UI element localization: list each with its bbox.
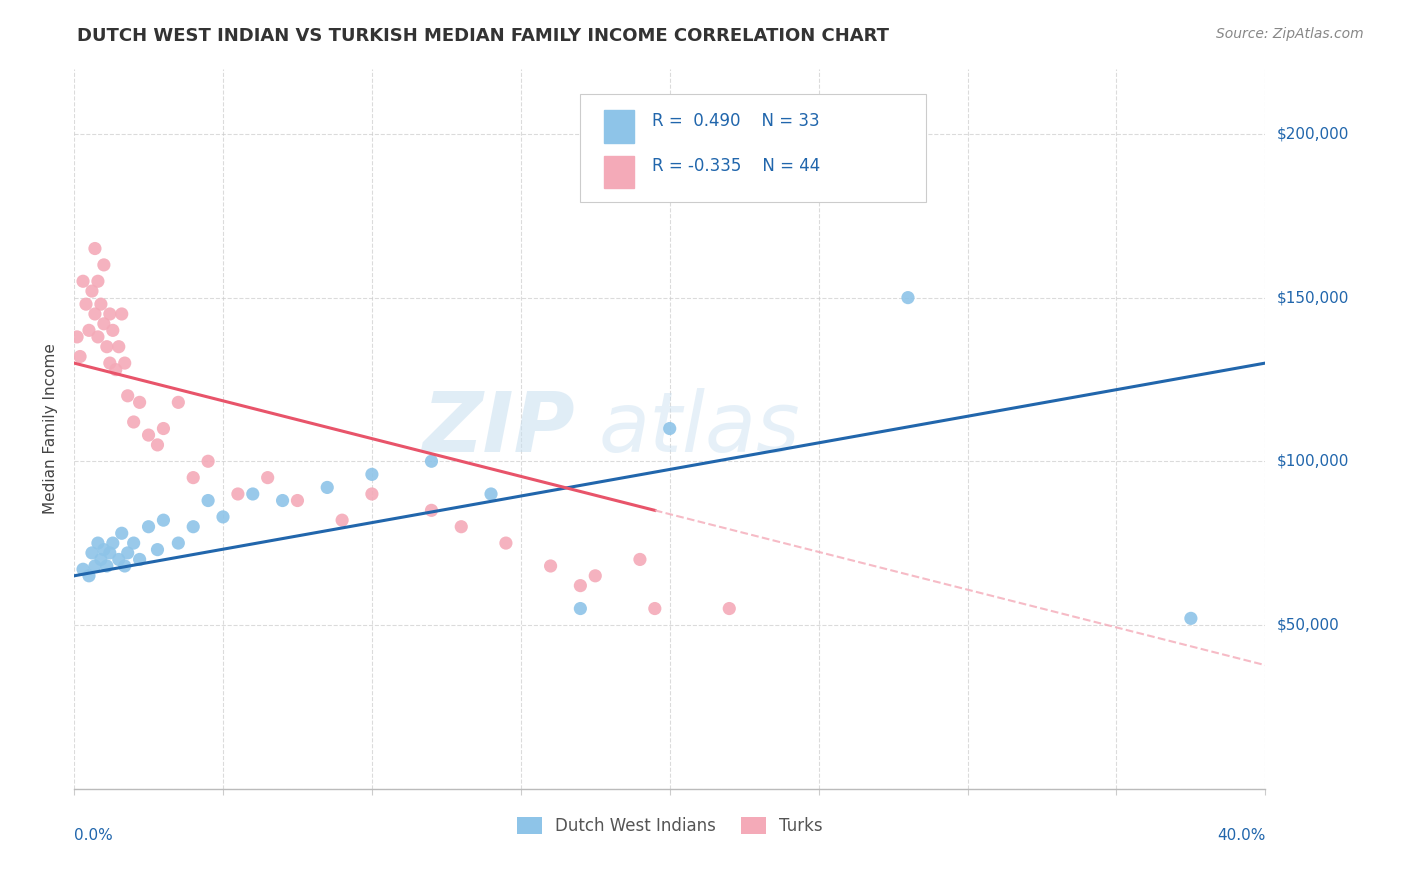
Text: 0.0%: 0.0% xyxy=(75,828,112,843)
Point xyxy=(77,323,100,337)
Point xyxy=(87,536,110,550)
Point xyxy=(107,552,129,566)
Point xyxy=(330,513,353,527)
Point xyxy=(90,297,112,311)
Text: atlas: atlas xyxy=(598,388,800,469)
Point xyxy=(93,317,115,331)
Point xyxy=(111,307,134,321)
Point xyxy=(80,284,103,298)
Point xyxy=(93,542,115,557)
Point xyxy=(84,242,107,256)
Point xyxy=(101,536,124,550)
Point xyxy=(361,487,384,501)
Point xyxy=(897,291,920,305)
Text: $50,000: $50,000 xyxy=(1277,617,1339,632)
Point xyxy=(226,487,249,501)
Point xyxy=(479,487,502,501)
Point xyxy=(212,509,235,524)
Point xyxy=(128,395,150,409)
Point xyxy=(75,297,97,311)
Point xyxy=(138,519,160,533)
Point xyxy=(122,415,145,429)
Point xyxy=(87,274,110,288)
Point xyxy=(80,546,103,560)
Point xyxy=(287,493,309,508)
Point xyxy=(107,340,129,354)
Point xyxy=(96,340,118,354)
Point xyxy=(316,480,339,494)
Point xyxy=(114,356,136,370)
Y-axis label: Median Family Income: Median Family Income xyxy=(44,343,58,514)
Point xyxy=(420,503,443,517)
Point xyxy=(117,389,139,403)
Point xyxy=(658,421,681,435)
Point xyxy=(117,546,139,560)
Point xyxy=(104,362,127,376)
Text: Source: ZipAtlas.com: Source: ZipAtlas.com xyxy=(1216,27,1364,41)
Text: DUTCH WEST INDIAN VS TURKISH MEDIAN FAMILY INCOME CORRELATION CHART: DUTCH WEST INDIAN VS TURKISH MEDIAN FAMI… xyxy=(77,27,890,45)
Point xyxy=(96,559,118,574)
Point xyxy=(181,519,204,533)
Point xyxy=(90,552,112,566)
Text: ZIP: ZIP xyxy=(422,388,575,469)
Point xyxy=(256,470,278,484)
Point xyxy=(72,562,94,576)
Point xyxy=(122,536,145,550)
Point xyxy=(152,513,174,527)
Point xyxy=(84,307,107,321)
Point xyxy=(540,559,562,574)
Point xyxy=(242,487,264,501)
Point xyxy=(77,569,100,583)
Bar xyxy=(605,111,634,143)
Point xyxy=(628,552,651,566)
Text: $100,000: $100,000 xyxy=(1277,454,1348,469)
Point xyxy=(69,350,91,364)
Point xyxy=(98,546,121,560)
Point xyxy=(197,454,219,468)
Point xyxy=(569,601,592,615)
Point xyxy=(98,307,121,321)
Point xyxy=(87,330,110,344)
Point xyxy=(583,569,606,583)
Text: 40.0%: 40.0% xyxy=(1218,828,1265,843)
Text: R = -0.335    N = 44: R = -0.335 N = 44 xyxy=(652,157,820,175)
Point xyxy=(114,559,136,574)
Point xyxy=(569,579,592,593)
Point xyxy=(181,470,204,484)
Point xyxy=(644,601,666,615)
Point xyxy=(84,559,107,574)
Bar xyxy=(605,155,634,188)
Point xyxy=(128,552,150,566)
Text: R =  0.490    N = 33: R = 0.490 N = 33 xyxy=(652,112,820,129)
Point xyxy=(152,421,174,435)
Point xyxy=(361,467,384,482)
Point xyxy=(197,493,219,508)
Point xyxy=(146,438,169,452)
Point xyxy=(146,542,169,557)
Point xyxy=(450,519,472,533)
Point xyxy=(111,526,134,541)
Text: $200,000: $200,000 xyxy=(1277,127,1348,142)
Point xyxy=(167,536,190,550)
Point xyxy=(271,493,294,508)
Text: $150,000: $150,000 xyxy=(1277,290,1348,305)
Point xyxy=(101,323,124,337)
Point xyxy=(1180,611,1202,625)
Point xyxy=(72,274,94,288)
Point xyxy=(420,454,443,468)
Point xyxy=(167,395,190,409)
Point xyxy=(66,330,89,344)
Point xyxy=(93,258,115,272)
Point xyxy=(138,428,160,442)
Point xyxy=(718,601,741,615)
Legend: Dutch West Indians, Turks: Dutch West Indians, Turks xyxy=(510,810,830,841)
FancyBboxPatch shape xyxy=(581,94,925,202)
Point xyxy=(98,356,121,370)
Point xyxy=(495,536,517,550)
